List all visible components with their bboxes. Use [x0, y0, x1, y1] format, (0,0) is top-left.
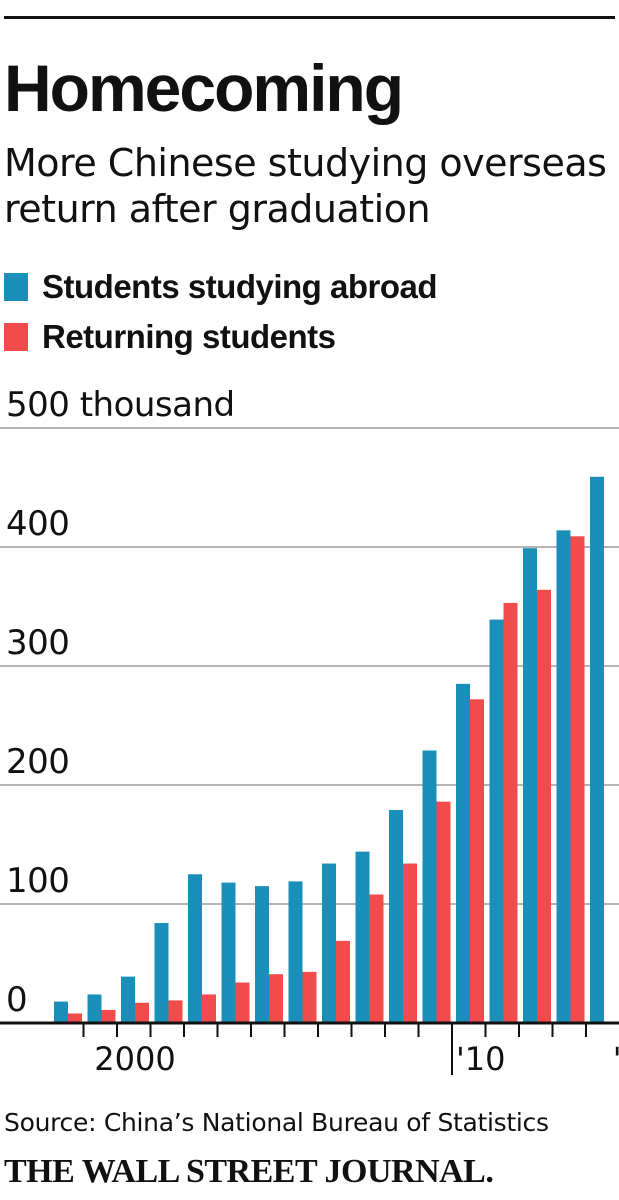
legend-label-abroad: Students studying abroad [42, 268, 438, 305]
legend-item-returning: Returning students [4, 312, 437, 362]
legend-swatch-returning [4, 323, 28, 351]
bar-abroad-2011 [489, 619, 504, 1023]
bar-abroad-2010 [456, 683, 470, 1023]
bar-abroad-2005 [288, 881, 303, 1023]
bar-abroad-2007 [355, 851, 370, 1023]
legend-item-abroad: Students studying abroad [4, 262, 438, 312]
bar-returning-1998 [68, 1013, 82, 1023]
y-tick-label-0: 0 [6, 980, 27, 1020]
bar-abroad-2013 [556, 530, 571, 1023]
bar-abroad-2012 [523, 548, 537, 1023]
y-tick-label-300: 300 [6, 623, 69, 663]
bar-abroad-2004 [255, 886, 269, 1023]
bar-abroad-2009 [422, 750, 437, 1023]
bar-returning-2005 [302, 971, 317, 1023]
bar-abroad-2002 [188, 874, 202, 1023]
legend: Students studying abroad Returning stude… [4, 262, 438, 362]
y-tick-label-100: 100 [6, 861, 69, 901]
bar-abroad-2003 [221, 882, 236, 1023]
bar-abroad-2008 [389, 809, 403, 1023]
x-tick-label-2000: 2000 [94, 1040, 175, 1078]
bar-abroad-2014 [590, 476, 604, 1023]
bar-abroad-2000 [121, 976, 135, 1023]
legend-swatch-abroad [4, 273, 28, 301]
bar-returning-2003 [235, 982, 250, 1023]
source-note: Source: China’s National Bureau of Stati… [4, 1108, 549, 1137]
bar-returning-2001 [168, 1000, 183, 1023]
y-tick-label-500: 500 thousand [6, 385, 235, 425]
bar-abroad-1999 [87, 994, 102, 1023]
bar-returning-2007 [369, 894, 384, 1023]
bar-returning-2008 [403, 863, 417, 1023]
bar-abroad-2001 [154, 923, 169, 1023]
bar-returning-2012 [537, 589, 551, 1023]
bar-abroad-1998 [54, 1001, 68, 1023]
y-tick-label-200: 200 [6, 742, 69, 782]
publisher-logo: THE WALL STREET JOURNAL. [4, 1153, 494, 1190]
bar-returning-2006 [336, 940, 350, 1023]
bar-returning-2009 [436, 801, 451, 1023]
bar-returning-2010 [470, 699, 484, 1023]
x-tick-label-2010: '10 [456, 1040, 506, 1078]
bar-returning-2002 [202, 994, 216, 1023]
bar-abroad-2006 [322, 863, 336, 1023]
bar-chart: 0 100 200 300 400 500 thousand 2000 '10 '15 [0, 385, 619, 1078]
bar-returning-2004 [269, 974, 283, 1023]
bar-returning-2000 [135, 1002, 149, 1023]
legend-label-returning: Returning students [42, 318, 336, 355]
bar-returning-2013 [570, 536, 585, 1023]
chart-subtitle: More Chinese studying overseas return af… [4, 141, 607, 231]
bar-returning-2011 [503, 602, 518, 1023]
chart-title: Homecoming [4, 51, 404, 125]
bar-returning-1999 [101, 1009, 116, 1023]
x-tick-label-2015: '15 [613, 1040, 619, 1078]
top-rule [4, 16, 615, 19]
y-tick-label-400: 400 [6, 504, 69, 544]
